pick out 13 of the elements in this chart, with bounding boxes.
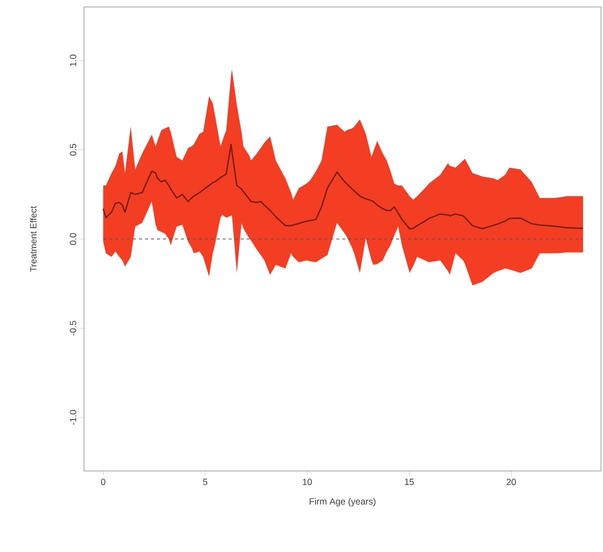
x-tick-label: 0 (101, 478, 106, 486)
y-tick-label: 0.0 (70, 233, 76, 245)
y-tick-label: 0.5 (70, 144, 76, 156)
line-series (102, 144, 584, 230)
x-tick-label: 15 (404, 478, 414, 486)
x-tick-label: 20 (506, 478, 516, 486)
x-tick-label: 5 (203, 478, 208, 486)
x-tick-label: 10 (302, 478, 312, 486)
x-axis-title: Firm Age (years) (310, 498, 376, 506)
y-tick-label: -0.5 (70, 320, 76, 336)
y-axis-title: Treatment Effect (30, 206, 37, 272)
y-tick-label: 1.0 (70, 54, 76, 66)
y-tick-label: -1.0 (70, 410, 76, 425)
